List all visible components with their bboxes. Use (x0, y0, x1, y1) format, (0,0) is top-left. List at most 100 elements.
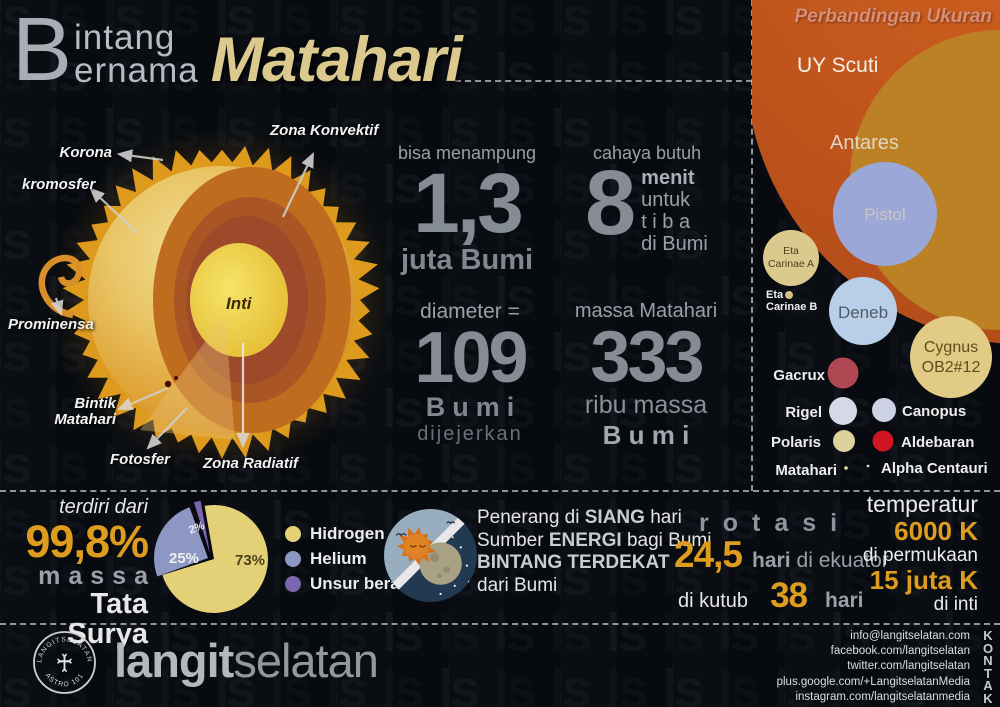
day-night-icon (384, 509, 477, 602)
sunspot (174, 376, 178, 380)
temperature-core-label: di inti (933, 594, 978, 615)
label-bintik-line2: Matahari (54, 410, 116, 428)
label-inti: Inti (226, 294, 252, 313)
star-label-eta-b1: Eta (766, 289, 784, 301)
stat-light-line3: t i b a (641, 211, 691, 233)
star-canopus (872, 398, 896, 422)
brand-langit: langit (114, 634, 234, 687)
label-prominensa: Prominensa (8, 316, 94, 333)
star-label-alpha-centauri: Alpha Centauri (881, 460, 988, 477)
sun-cut-face (140, 315, 235, 440)
title-initial-b: B (12, 0, 73, 100)
legend-dot-hidrogen (285, 525, 301, 542)
star-eta-carinae-b (785, 291, 793, 299)
star-eta-carinae-a (763, 230, 819, 286)
stat-light-line2: untuk (641, 189, 691, 211)
label-korona: Korona (59, 144, 113, 161)
fact-1a: Penerang di (477, 507, 585, 528)
rotation-equator-value: 24,5 (674, 534, 743, 575)
arrow-kromosfer (89, 187, 138, 234)
stamp-ring (33, 631, 96, 694)
arrow-prominensa (50, 297, 64, 317)
stat-capacity-unit: juta Bumi (400, 243, 534, 276)
stat-light-value: 8 (585, 152, 636, 254)
temperature-surface-label: di permukaan (862, 545, 978, 566)
star-pistol (833, 162, 937, 266)
legend-label-hidrogen: Hidrogen (310, 523, 385, 543)
pie-slice-unsur-berat (194, 500, 210, 554)
legend-row-hidrogen: Hidrogen (285, 521, 405, 546)
fact-line-1: Penerang di SIANG hari (477, 507, 711, 530)
title-word-bintang: intang (74, 18, 176, 57)
composition-pie-chart: 73% 25% 2% (154, 500, 268, 613)
label-zona-radiatif: Zona Radiatif (203, 455, 299, 472)
rotation-pole-row: di kutub 38 hari (678, 576, 864, 616)
temperature-block: temperatur 6000 K di permukaan 15 juta K… (850, 493, 978, 615)
arrow-zona-konvektif (282, 152, 314, 218)
size-comparison-title: Perbandingan Ukuran (794, 6, 992, 27)
contact-twitter[interactable]: twitter.com/langitselatan (847, 660, 970, 673)
contact-facebook[interactable]: facebook.com/langitselatan (830, 645, 970, 658)
sunspot (164, 380, 172, 388)
sun-prominence (38, 254, 83, 319)
fact-2c: bagi Bumi (621, 529, 712, 551)
contact-links: info@langitselatan.com facebook.com/lang… (640, 629, 970, 705)
stat-light-line4: di Bumi (641, 233, 708, 255)
label-bintik-line1: Bintik (74, 395, 116, 412)
pie-label-2: 2% (187, 520, 206, 537)
star-gacrux (827, 357, 859, 389)
contact-instagram[interactable]: instagram.com/langitselatanmedia (795, 690, 970, 703)
fact-line-3: BINTANG TERDEKAT (477, 552, 670, 573)
divider-vertical (751, 0, 753, 491)
stat-light-unit: menit (641, 167, 695, 189)
contact-googleplus[interactable]: plus.google.com/+LangitselatanMedia (776, 675, 970, 688)
stat-light-travel: cahaya butuh 8 menit untuk t i b a di Bu… (585, 143, 715, 255)
sun-cutaway-figure (38, 128, 394, 472)
label-zona-konvektif: Zona Konvektif (270, 122, 379, 139)
divider-middle (0, 490, 1000, 492)
title-word-bernama: ernama (74, 50, 199, 90)
stat-mass-unit2: B u m i (602, 420, 690, 451)
star-rigel (829, 397, 857, 425)
label-kromosfer: kromosfer (22, 176, 96, 193)
composition-block: terdiri dari 99,8% massa Tata Surya (14, 496, 149, 650)
facts-block: Penerang di SIANG hari Sumber ENERGI bag… (477, 507, 711, 597)
pie-legend: Hidrogen Helium Unsur berat (285, 521, 405, 596)
stat-diameter-label: diameter = (420, 300, 520, 323)
star-label-cygnus1: Cygnus (924, 339, 978, 356)
stat-mass-value: 333 (590, 317, 704, 397)
brand-selatan: selatan (233, 634, 379, 687)
contact-email[interactable]: info@langitselatan.com (850, 630, 970, 642)
stat-capacity-value: 1,3 (413, 156, 524, 250)
title-main-matahari: Matahari (210, 25, 463, 95)
pie-label-25: 25% (169, 550, 199, 567)
star-label-gacrux: Gacrux (773, 367, 825, 384)
moon (419, 542, 462, 585)
fact-1b: SIANG (584, 507, 645, 528)
legend-label-helium: Helium (310, 548, 367, 568)
star-label-polaris: Polaris (771, 434, 821, 451)
star-label-antares: Antares (830, 132, 899, 154)
stat-volume-capacity: bisa menampung 1,3 juta Bumi (396, 143, 538, 277)
stat-diameter-sub: dijejerkan (417, 423, 523, 446)
stat-capacity-label: bisa menampung (397, 143, 537, 163)
star-alpha-centauri-dot (866, 464, 870, 468)
star-cygnus-ob2-12 (910, 316, 992, 398)
star-label-eta-b2: Carinae B (766, 301, 817, 313)
fact-2a: Sumber (477, 529, 549, 551)
star-label-deneb: Deneb (838, 303, 888, 322)
moon-crater (429, 552, 440, 563)
star-aldebaran (872, 430, 894, 452)
moon-crater (443, 566, 451, 574)
star-label-uy-scuti: UY Scuti (797, 54, 878, 77)
bird-silhouettes (395, 521, 456, 537)
langitselatan-stamp-logo: LANGITSELATAN ASTRO 101 ♰ (33, 631, 96, 694)
cartoon-sun-eyes (409, 544, 426, 548)
label-fotosfer: Fotosfer (110, 451, 170, 468)
sun-core (190, 243, 288, 357)
star-deneb (829, 277, 897, 345)
star-label-canopus: Canopus (902, 403, 966, 420)
divider-under-title (455, 80, 752, 82)
